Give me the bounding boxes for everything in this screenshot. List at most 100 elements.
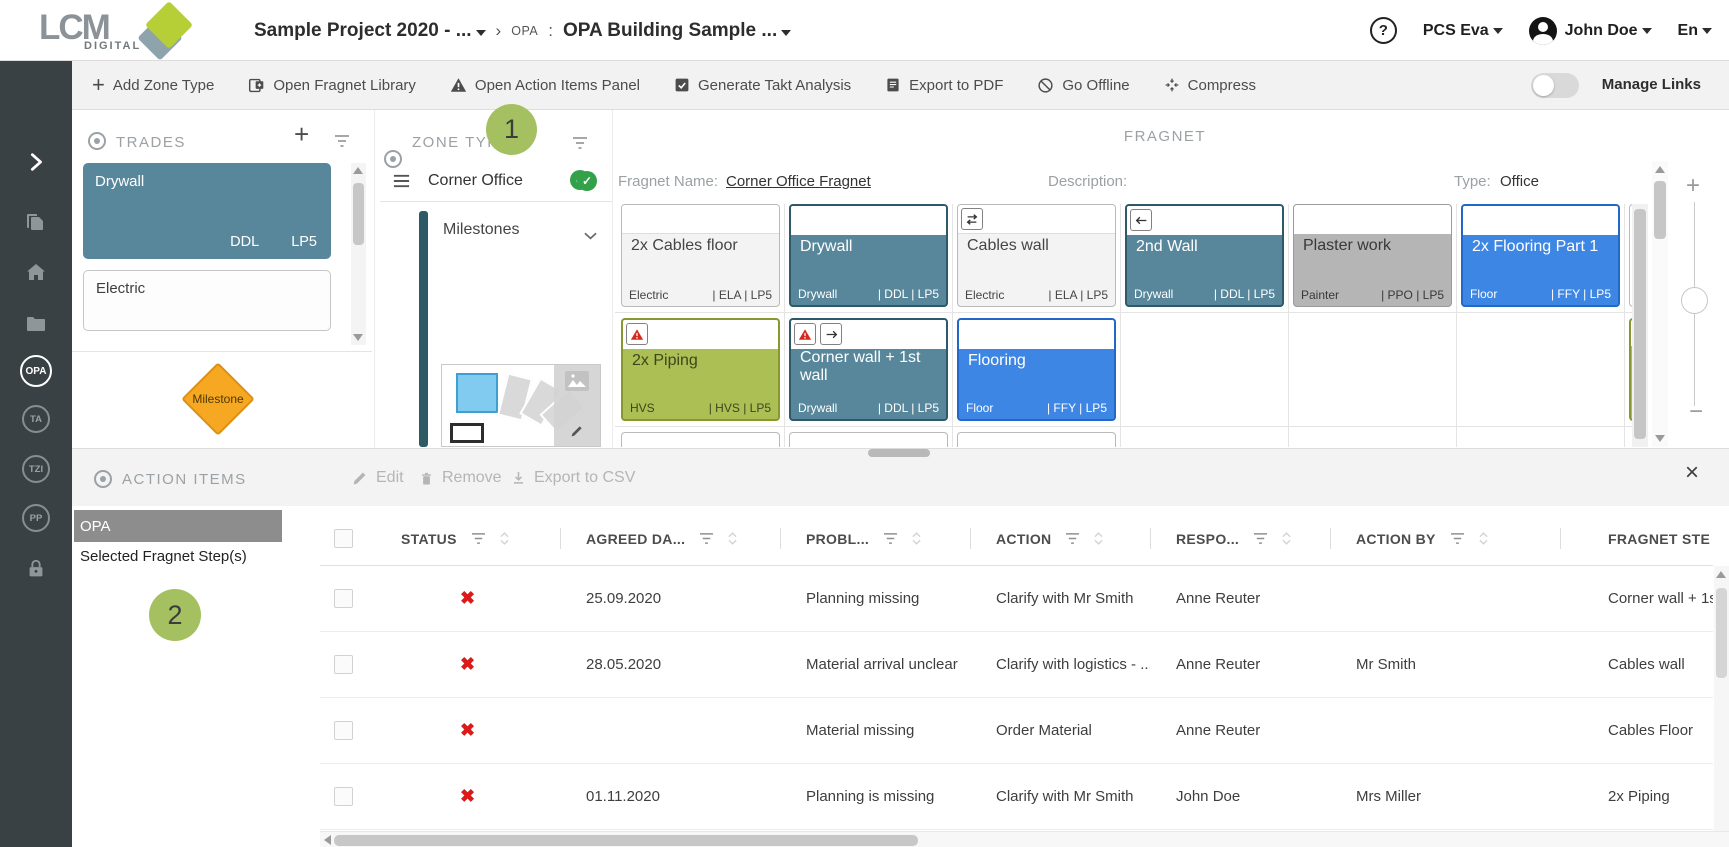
scrollbar-thumb[interactable]	[1716, 588, 1727, 678]
row-checkbox[interactable]	[334, 721, 353, 740]
open-fragnet-library-button[interactable]: Open Fragnet Library	[248, 77, 416, 94]
export-csv-button[interactable]: Export to CSV	[511, 469, 635, 487]
open-action-items-button[interactable]: Open Action Items Panel	[450, 77, 640, 94]
scrollbar-thumb[interactable]	[1654, 181, 1666, 239]
trades-filter-button[interactable]	[334, 134, 350, 153]
manage-links-toggle[interactable]	[1531, 73, 1579, 98]
zone-group-collapse[interactable]	[584, 227, 597, 245]
trade-card-electric[interactable]: Electric	[83, 270, 331, 331]
scroll-up-icon[interactable]	[1716, 571, 1726, 578]
sidebar-item-home[interactable]	[0, 260, 72, 284]
close-icon[interactable]: ×	[1684, 459, 1699, 486]
row-checkbox[interactable]	[334, 655, 353, 674]
zone-types-filter-button[interactable]	[572, 136, 588, 155]
column-header-action-by[interactable]: ACTION BY	[1330, 512, 1560, 565]
scope-item-opa[interactable]: OPA	[74, 510, 282, 542]
column-header-status[interactable]: STATUS	[375, 512, 560, 565]
filter-icon[interactable]	[1253, 532, 1268, 545]
scrollbar-thumb[interactable]	[353, 183, 364, 245]
scope-item-selected-steps[interactable]: Selected Fragnet Step(s)	[80, 548, 247, 565]
table-row[interactable]: ✖ Material missing Order Material Anne R…	[320, 698, 1713, 764]
zoom-slider-handle[interactable]	[1681, 287, 1708, 314]
zoom-out-button[interactable]: −	[1689, 398, 1704, 425]
fragnet-step-card-partial[interactable]	[621, 432, 780, 447]
table-row[interactable]: ✖ 01.11.2020 Planning is missing Clarify…	[320, 764, 1713, 830]
sidebar-item-tzi[interactable]: TZI	[0, 455, 72, 483]
export-pdf-button[interactable]: Export to PDF	[885, 77, 1003, 94]
edit-button[interactable]: Edit	[351, 469, 404, 487]
scrollbar-thumb[interactable]	[1634, 209, 1646, 439]
sidebar-item-ta[interactable]: TA	[0, 405, 72, 433]
fragnet-step-card[interactable]: Corner wall + 1st wall Drywall | DDL | LP…	[789, 318, 948, 421]
scroll-left-icon[interactable]	[324, 835, 331, 845]
fragnet-step-card[interactable]: 2x Piping HVS | HVS | LP5	[621, 318, 780, 421]
fragnet-step-card-partial[interactable]	[789, 432, 948, 447]
scroll-up-icon[interactable]	[1655, 166, 1665, 173]
column-header-responsible[interactable]: RESPO...	[1150, 512, 1330, 565]
sidebar-item-files[interactable]	[0, 312, 72, 336]
filter-icon[interactable]	[883, 532, 898, 545]
scrollbar-thumb[interactable]	[334, 834, 918, 846]
sort-icon[interactable]	[1282, 531, 1291, 546]
sort-icon[interactable]	[500, 531, 509, 546]
go-offline-button[interactable]: Go Offline	[1037, 77, 1130, 94]
trade-card-drywall[interactable]: Drywall DDL LP5	[83, 163, 331, 259]
help-icon[interactable]: ?	[1369, 17, 1397, 44]
sidebar-item-projects[interactable]	[0, 211, 72, 235]
generate-takt-button[interactable]: Generate Takt Analysis	[674, 77, 851, 94]
remove-button[interactable]: Remove	[419, 469, 502, 487]
building-selector[interactable]: OPA Building Sample ...	[563, 20, 792, 42]
column-header-action[interactable]: ACTION	[970, 512, 1150, 565]
milestone-diamond[interactable]: Milestone	[181, 362, 255, 436]
fragnet-step-card[interactable]: Plaster work Painter | PPO | LP5	[1293, 204, 1452, 307]
pcs-menu[interactable]: PCS Eva	[1423, 22, 1503, 40]
fragnet-step-card[interactable]: Drywall Drywall | DDL | LP5	[789, 204, 948, 307]
floorplan-thumbnail[interactable]	[441, 364, 601, 447]
fragnet-name-link[interactable]: Corner Office Fragnet	[726, 173, 871, 190]
sort-icon[interactable]	[912, 531, 921, 546]
row-checkbox[interactable]	[334, 787, 353, 806]
project-selector[interactable]: Sample Project 2020 - ...	[254, 20, 486, 42]
fragnet-step-card[interactable]: 2nd Wall Drywall | DDL | LP5	[1125, 204, 1284, 307]
scroll-down-icon[interactable]	[353, 334, 363, 341]
scroll-down-icon[interactable]	[1655, 435, 1665, 442]
column-header-fragnet-step[interactable]: FRAGNET STE	[1560, 512, 1713, 565]
filter-icon[interactable]	[1065, 532, 1080, 545]
compress-button[interactable]: Compress	[1164, 77, 1256, 94]
table-row[interactable]: ✖ 25.09.2020 Planning missing Clarify wi…	[320, 566, 1713, 632]
language-menu[interactable]: En	[1678, 22, 1712, 40]
zone-drag-handle[interactable]	[392, 173, 411, 194]
sort-icon[interactable]	[728, 531, 737, 546]
zone-name[interactable]: Corner Office	[428, 172, 523, 189]
zone-group-label[interactable]: Milestones	[443, 221, 520, 238]
column-header-agreed-date[interactable]: AGREED DA...	[560, 512, 780, 565]
table-scrollbar[interactable]	[1714, 566, 1729, 832]
fragnet-step-card[interactable]: 2x Flooring Part 1 Floor | FFY | LP5	[1461, 204, 1620, 307]
fragnet-step-card-partial[interactable]	[957, 432, 1116, 447]
select-all-checkbox[interactable]	[334, 529, 353, 548]
add-trade-button[interactable]: +	[294, 119, 310, 149]
fragnet-step-card[interactable]: 2x Cables floor Electric | ELA | LP5	[621, 204, 780, 307]
user-menu[interactable]: John Doe	[1528, 16, 1652, 45]
column-header-problem[interactable]: PROBL...	[780, 512, 970, 565]
sort-icon[interactable]	[1479, 531, 1488, 546]
zoom-in-button[interactable]: +	[1686, 172, 1701, 199]
fragnet-step-card[interactable]: Flooring Floor | FFY | LP5	[957, 318, 1116, 421]
filter-icon[interactable]	[699, 532, 714, 545]
pencil-icon[interactable]	[568, 422, 586, 440]
sidebar-item-lock[interactable]	[0, 558, 72, 580]
sidebar-expand-button[interactable]	[0, 151, 72, 173]
table-hscrollbar[interactable]	[320, 831, 1729, 847]
fragnet-hscrollbar-thumb[interactable]	[868, 449, 930, 457]
scroll-up-icon[interactable]	[353, 167, 363, 174]
row-checkbox[interactable]	[334, 589, 353, 608]
sidebar-item-opa[interactable]: OPA	[0, 355, 72, 387]
filter-icon[interactable]	[471, 532, 486, 545]
fragnet-inner-scrollbar[interactable]	[1632, 204, 1648, 447]
fragnet-step-card[interactable]: Cables wall Electric | ELA | LP5	[957, 204, 1116, 307]
fragnet-outer-scrollbar[interactable]	[1652, 161, 1668, 447]
add-zone-type-button[interactable]: + Add Zone Type	[92, 72, 215, 97]
trades-scrollbar[interactable]	[351, 163, 366, 345]
sort-icon[interactable]	[1094, 531, 1104, 546]
table-row[interactable]: ✖ 28.05.2020 Material arrival unclear Cl…	[320, 632, 1713, 698]
